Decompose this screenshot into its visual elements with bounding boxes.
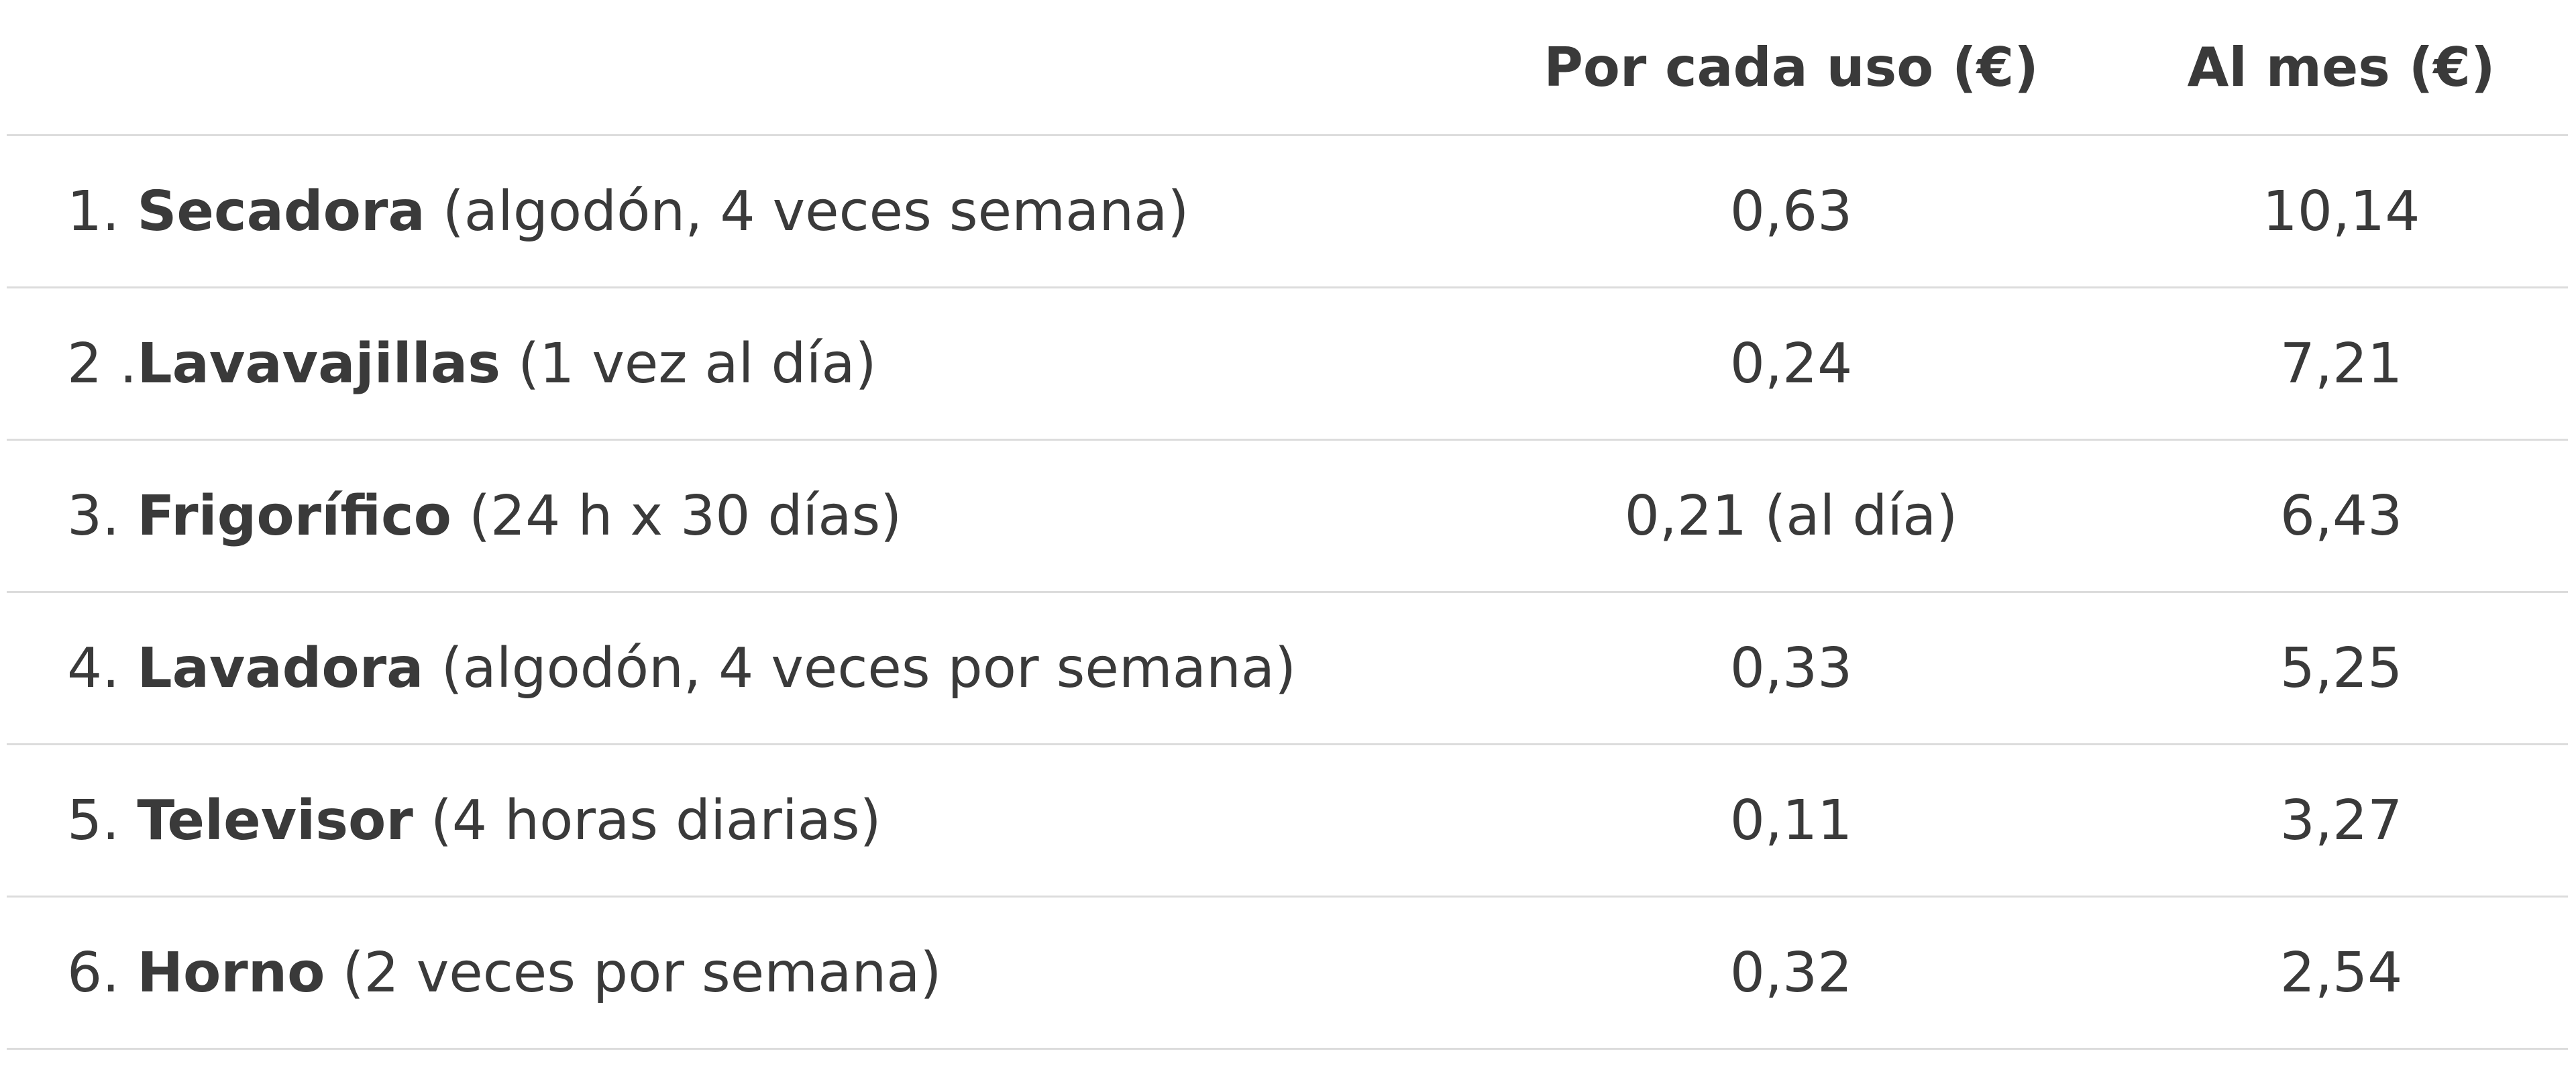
cost-per-use: 0,24 (1729, 331, 1853, 396)
cost-per-use: 0,11 (1729, 788, 1853, 853)
row-number: 2 . (67, 331, 138, 396)
appliance-detail: (algodón, 4 veces por semana) (423, 636, 1297, 700)
appliance-cost-table: Por cada uso (€) Al mes (€) 1. Secadora … (7, 0, 2568, 1050)
cost-per-month: 7,21 (2279, 331, 2403, 396)
appliance-label: 2 . Lavavajillas (1 vez al día) (67, 288, 877, 439)
table-row: 4. Lavadora (algodón, 4 veces por semana… (7, 593, 2568, 745)
appliance-name: Televisor (137, 788, 413, 853)
appliance-name: Lavadora (137, 636, 424, 700)
appliance-label: 3. Frigorífico (24 h x 30 días) (67, 441, 902, 591)
cost-per-month: 5,25 (2279, 636, 2403, 700)
header-per-use: Por cada uso (€) (1544, 36, 2039, 99)
header-per-month: Al mes (€) (2187, 36, 2496, 99)
table-header-row: Por cada uso (€) Al mes (€) (7, 0, 2568, 136)
table-row: 1. Secadora (algodón, 4 veces semana) 0,… (7, 136, 2568, 288)
appliance-detail: (algodón, 4 veces semana) (425, 179, 1189, 244)
table-row: 5. Televisor (4 horas diarias) 0,11 3,27 (7, 745, 2568, 898)
appliance-detail: (24 h x 30 días) (451, 484, 902, 548)
cost-per-month: 10,14 (2262, 179, 2420, 244)
appliance-name: Secadora (137, 179, 425, 244)
appliance-label: 1. Secadora (algodón, 4 veces semana) (67, 136, 1189, 286)
cost-per-use: 0,63 (1729, 179, 1853, 244)
appliance-label: 4. Lavadora (algodón, 4 veces por semana… (67, 593, 1296, 743)
row-number: 5. (67, 788, 138, 853)
row-number: 6. (67, 940, 138, 1005)
appliance-name: Frigorífico (137, 484, 451, 548)
row-number: 4. (67, 636, 138, 700)
appliance-detail: (1 vez al día) (500, 331, 877, 396)
row-number: 3. (67, 484, 138, 548)
appliance-detail: (2 veces por semana) (325, 940, 942, 1005)
row-number: 1. (67, 179, 138, 244)
cost-per-use: 0,21 (al día) (1624, 484, 1958, 548)
cost-per-month: 6,43 (2279, 484, 2403, 548)
appliance-detail: (4 horas diarias) (413, 788, 881, 853)
appliance-label: 6. Horno (2 veces por semana) (67, 898, 942, 1048)
table-row: 2 . Lavavajillas (1 vez al día) 0,24 7,21 (7, 288, 2568, 441)
appliance-label: 5. Televisor (4 horas diarias) (67, 745, 881, 896)
cost-per-month: 3,27 (2279, 788, 2403, 853)
cost-per-use: 0,33 (1729, 636, 1853, 700)
table-row: 6. Horno (2 veces por semana) 0,32 2,54 (7, 898, 2568, 1050)
table-row: 3. Frigorífico (24 h x 30 días) 0,21 (al… (7, 441, 2568, 593)
appliance-name: Horno (137, 940, 325, 1005)
appliance-name: Lavavajillas (137, 331, 501, 396)
cost-per-use: 0,32 (1729, 940, 1853, 1005)
cost-per-month: 2,54 (2279, 940, 2403, 1005)
